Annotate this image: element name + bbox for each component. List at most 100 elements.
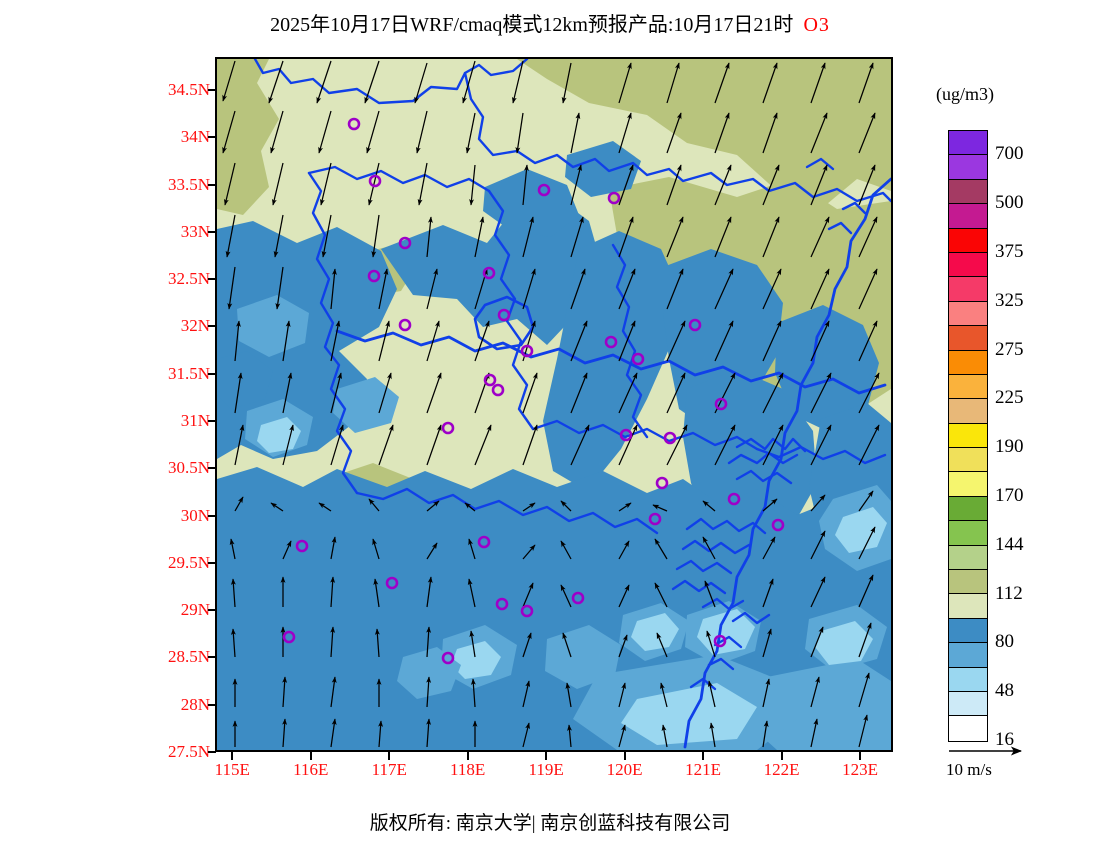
lat-tick xyxy=(208,751,216,753)
lat-tick xyxy=(208,420,216,423)
lat-label: 29.5N xyxy=(167,552,210,572)
lat-tick xyxy=(208,136,216,139)
wind-scale-label: 10 m/s xyxy=(946,760,992,779)
colorbar-band xyxy=(949,301,987,327)
colorbar-band xyxy=(949,716,987,741)
station-marker xyxy=(367,269,381,283)
station-marker xyxy=(727,492,741,506)
title-species: O3 xyxy=(803,14,830,36)
lat-label: 34N xyxy=(180,127,210,147)
station-marker xyxy=(491,383,505,397)
station-marker xyxy=(663,431,677,445)
station-marker xyxy=(713,634,727,648)
lat-label: 28.5N xyxy=(167,647,210,667)
station-marker xyxy=(368,174,382,188)
station-marker xyxy=(604,335,618,349)
lat-tick xyxy=(208,183,216,186)
station-marker xyxy=(631,352,645,366)
colorbar-band xyxy=(949,252,987,278)
wind-arrow-icon xyxy=(949,746,1023,756)
colorbar-band xyxy=(949,399,987,424)
page-title: 2025年10月17日WRF/cmaq模式12km预报产品:10月17日21时 O… xyxy=(0,8,1100,37)
colorbar-tick-label: 144 xyxy=(995,533,1024,555)
lat-label: 32N xyxy=(180,316,210,336)
station-marker xyxy=(571,591,585,605)
lon-label: 121E xyxy=(685,760,722,779)
colorbar-band xyxy=(949,350,987,375)
colorbar[interactable] xyxy=(948,130,988,742)
colorbar-band xyxy=(949,131,987,156)
station-marker xyxy=(282,630,296,644)
colorbar-tick-label: 225 xyxy=(995,387,1024,409)
colorbar-units: (ug/m3) xyxy=(936,84,994,104)
colorbar-band xyxy=(949,155,987,180)
lon-tick xyxy=(702,752,705,760)
colorbar-tick-label: 325 xyxy=(995,289,1024,311)
lat-tick xyxy=(208,372,216,375)
colorbar-band xyxy=(949,691,987,717)
colorbar-tick-label: 112 xyxy=(995,582,1023,604)
lon-label: 120E xyxy=(606,760,643,779)
station-marker xyxy=(688,318,702,332)
station-marker xyxy=(385,576,399,590)
station-marker xyxy=(477,535,491,549)
colorbar-tick-label: 170 xyxy=(995,485,1024,506)
lon-tick xyxy=(231,752,234,760)
lat-tick xyxy=(208,467,216,470)
lon-label: 123E xyxy=(842,760,878,779)
lat-label: 33N xyxy=(180,221,210,241)
colorbar-tick-label: 190 xyxy=(995,436,1024,458)
lat-label: 28N xyxy=(180,694,210,714)
lat-label: 32.5N xyxy=(167,269,210,289)
wind-scale-key xyxy=(945,735,1065,785)
station-marker xyxy=(520,344,534,358)
lon-tick xyxy=(859,752,862,760)
lat-tick xyxy=(208,89,216,92)
province-borders xyxy=(253,59,891,749)
colorbar-band xyxy=(949,423,987,449)
colorbar-band xyxy=(949,643,987,668)
colorbar-band xyxy=(949,277,987,302)
station-marker xyxy=(771,518,785,532)
lat-tick xyxy=(208,561,216,564)
map-plot-area[interactable] xyxy=(215,57,893,752)
colorbar-band xyxy=(949,496,987,522)
lon-tick xyxy=(388,752,391,760)
lat-tick xyxy=(208,703,216,706)
station-marker xyxy=(441,651,455,665)
station-marker xyxy=(648,512,662,526)
lat-tick xyxy=(208,278,216,281)
lat-label: 29N xyxy=(180,600,210,620)
title-text: 2025年10月17日WRF/cmaq模式12km预报产品:10月17日21时 xyxy=(270,14,794,36)
colorbar-tick-label: 275 xyxy=(995,338,1024,360)
station-marker xyxy=(398,236,412,250)
colorbar-tick-label: 500 xyxy=(995,192,1024,214)
station-marker xyxy=(619,428,633,442)
lat-label: 31.5N xyxy=(167,363,210,383)
lat-tick xyxy=(208,609,216,612)
station-marker xyxy=(483,373,497,387)
lat-label: 30N xyxy=(180,505,210,525)
colorbar-tick-label: 700 xyxy=(995,143,1024,165)
lat-tick xyxy=(208,230,216,233)
copyright-footer: 版权所有: 南京大学| 南京创蓝科技有限公司 xyxy=(369,813,731,834)
colorbar-tick-label: 80 xyxy=(995,631,1014,653)
colorbar-band xyxy=(949,594,987,619)
station-marker xyxy=(497,308,511,322)
map-canvas xyxy=(217,59,891,750)
lon-label: 116E xyxy=(293,760,329,779)
colorbar-tick-label: 375 xyxy=(995,241,1024,262)
colorbar-band xyxy=(949,374,987,400)
station-marker xyxy=(520,604,534,618)
lon-label: 119E xyxy=(528,760,564,779)
station-marker xyxy=(347,117,361,131)
colorbar-band xyxy=(949,667,987,692)
colorbar-band xyxy=(949,570,987,595)
station-marker xyxy=(495,597,509,611)
lat-label: 30.5N xyxy=(167,458,210,478)
lon-tick xyxy=(780,752,783,760)
lat-tick xyxy=(208,656,216,659)
wind-vectors xyxy=(222,60,880,748)
station-marker xyxy=(398,318,412,332)
